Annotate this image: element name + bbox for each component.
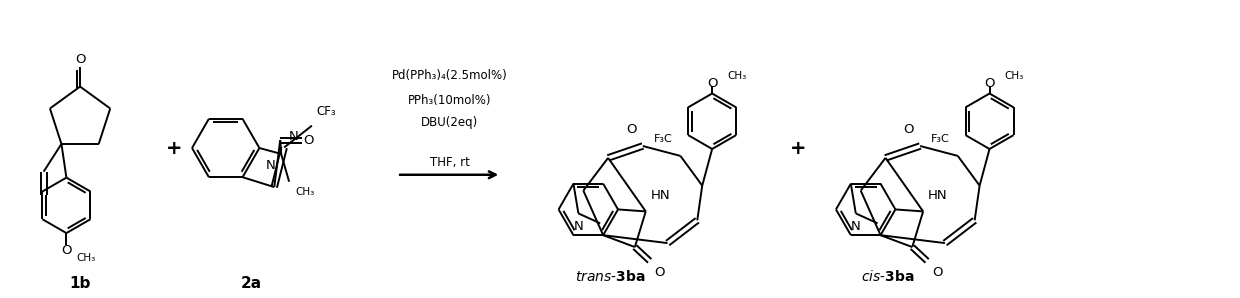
Text: CH₃: CH₃	[295, 187, 314, 197]
Text: O: O	[707, 77, 718, 90]
Text: O: O	[304, 134, 314, 147]
Text: F₃C: F₃C	[653, 134, 672, 144]
Text: HN: HN	[651, 189, 671, 201]
Text: F₃C: F₃C	[931, 134, 950, 144]
Text: 1b: 1b	[69, 276, 91, 291]
Text: N: N	[851, 220, 861, 233]
Text: O: O	[932, 266, 942, 279]
Text: O: O	[904, 123, 914, 136]
Text: PPh₃(10mol%): PPh₃(10mol%)	[408, 94, 491, 107]
Text: HN: HN	[928, 189, 947, 201]
Text: N: N	[289, 130, 299, 142]
Text: Pd(PPh₃)₄(2.5mol%): Pd(PPh₃)₄(2.5mol%)	[392, 69, 507, 82]
Text: O: O	[985, 77, 994, 90]
Text: N: N	[265, 159, 275, 172]
Text: 2a: 2a	[241, 276, 262, 291]
Text: +: +	[166, 139, 182, 158]
Text: O: O	[655, 266, 665, 279]
Text: O: O	[61, 244, 72, 257]
Text: +: +	[790, 139, 806, 158]
Text: CF₃: CF₃	[317, 105, 336, 118]
Text: O: O	[74, 53, 86, 66]
Text: N: N	[574, 220, 583, 233]
Text: DBU(2eq): DBU(2eq)	[420, 116, 479, 129]
Text: CH₃: CH₃	[727, 71, 746, 81]
Text: THF, rt: THF, rt	[430, 156, 470, 169]
Text: $\it{cis}$-$\bf{3ba}$: $\it{cis}$-$\bf{3ba}$	[861, 269, 914, 284]
Text: $\it{trans}$-$\bf{3ba}$: $\it{trans}$-$\bf{3ba}$	[575, 269, 645, 284]
Text: CH₃: CH₃	[1004, 71, 1024, 81]
Text: O: O	[626, 123, 637, 136]
Text: CH₃: CH₃	[77, 253, 95, 263]
